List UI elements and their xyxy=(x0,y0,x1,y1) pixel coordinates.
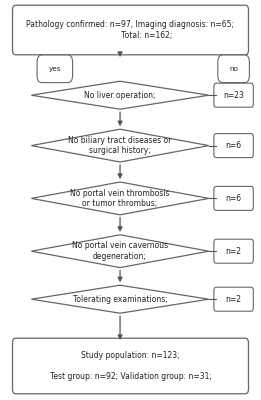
Text: n=2: n=2 xyxy=(226,295,242,304)
Text: n=6: n=6 xyxy=(226,194,242,203)
Text: No liver operation;: No liver operation; xyxy=(84,91,156,100)
Text: yes: yes xyxy=(49,66,61,72)
FancyBboxPatch shape xyxy=(37,55,73,83)
Text: no: no xyxy=(229,66,238,72)
Polygon shape xyxy=(31,285,209,313)
FancyBboxPatch shape xyxy=(214,186,253,210)
Text: No portal vein thrombosis
or tumor thrombus;: No portal vein thrombosis or tumor throm… xyxy=(70,189,170,208)
Text: n=6: n=6 xyxy=(226,141,242,150)
Text: No portal vein cavernous
degeneration;: No portal vein cavernous degeneration; xyxy=(72,242,168,261)
Text: n=2: n=2 xyxy=(226,247,242,256)
FancyBboxPatch shape xyxy=(13,5,248,55)
Polygon shape xyxy=(31,235,209,268)
Text: n=23: n=23 xyxy=(223,91,244,100)
FancyBboxPatch shape xyxy=(218,55,250,83)
Text: Tolerating examinations;: Tolerating examinations; xyxy=(73,295,168,304)
Polygon shape xyxy=(31,129,209,162)
Text: No biliary tract diseases or
surgical history;: No biliary tract diseases or surgical hi… xyxy=(68,136,172,155)
Polygon shape xyxy=(31,182,209,215)
FancyBboxPatch shape xyxy=(214,287,253,311)
FancyBboxPatch shape xyxy=(13,338,248,394)
Text: Study population: n=123;

Test group: n=92; Validation group: n=31;: Study population: n=123; Test group: n=9… xyxy=(50,351,211,381)
FancyBboxPatch shape xyxy=(214,83,253,107)
Text: Pathology confirmed: n=97, Imaging diagnosis: n=65;
              Total: n=162;: Pathology confirmed: n=97, Imaging diagn… xyxy=(27,20,234,40)
FancyBboxPatch shape xyxy=(214,134,253,158)
FancyBboxPatch shape xyxy=(214,239,253,263)
Polygon shape xyxy=(31,81,209,109)
